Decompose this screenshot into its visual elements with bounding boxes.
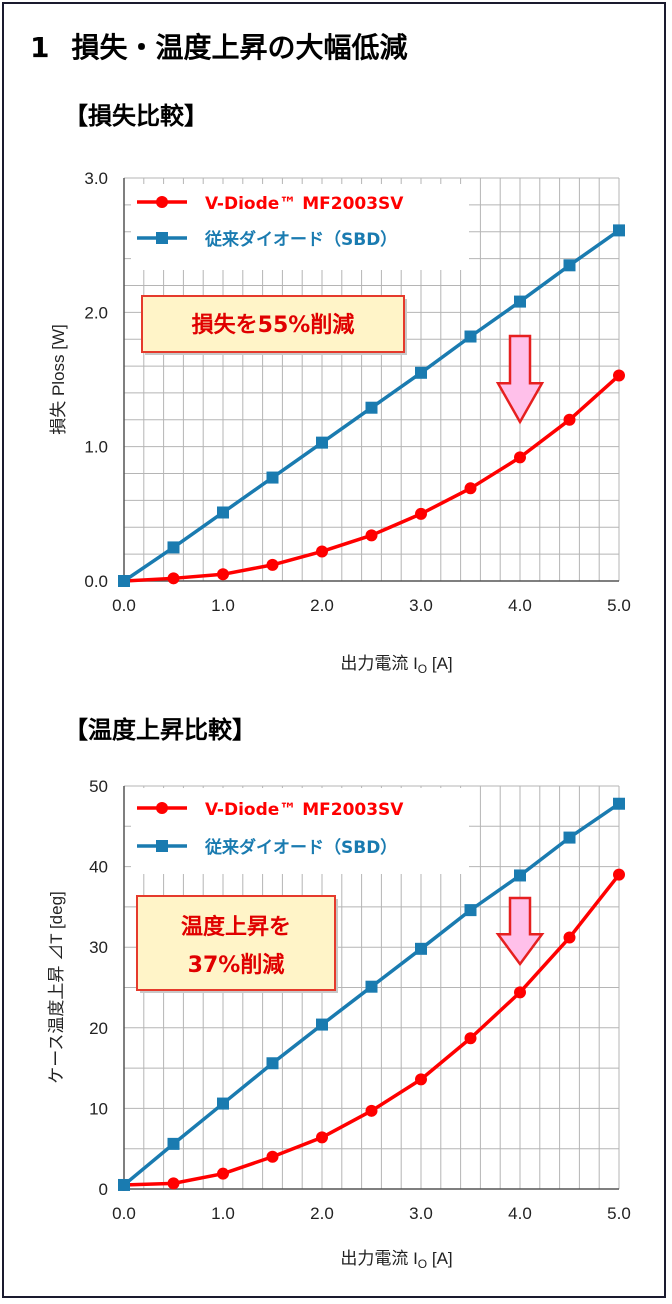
loss-sbd-point bbox=[316, 436, 328, 449]
loss-sbd-point bbox=[563, 259, 576, 272]
temp-x-tick-label: 4.0 bbox=[508, 1204, 532, 1223]
temp-v-diode-point bbox=[464, 1032, 477, 1045]
temp-sbd-point bbox=[217, 1097, 229, 1110]
loss-y-tick-label: 3.0 bbox=[84, 169, 108, 188]
temp-legend-v-diode-label: V-Diode™ MF2003SV bbox=[205, 800, 404, 820]
temp-y-tick-label: 40 bbox=[89, 858, 108, 877]
loss-legend-v-diode-label: V-Diode™ MF2003SV bbox=[205, 194, 404, 214]
temp-v-diode-point bbox=[217, 1167, 229, 1180]
heading-text: 損失・温度上昇の大幅低減 bbox=[71, 31, 408, 64]
loss-v-diode-point bbox=[217, 568, 229, 581]
loss-x-tick-label: 0.0 bbox=[112, 596, 136, 615]
temp-x-tick-label: 3.0 bbox=[409, 1204, 433, 1223]
loss-v-diode-point bbox=[266, 558, 279, 571]
loss-legend-box bbox=[131, 184, 469, 270]
temp-sbd-point bbox=[316, 1018, 328, 1031]
temp-v-diode-point bbox=[167, 1177, 180, 1190]
loss-v-diode-point bbox=[415, 507, 427, 520]
temp-v-diode-point bbox=[613, 868, 625, 881]
temp-y-axis-label: ケース温度上昇 ⊿T [deg] bbox=[47, 891, 66, 1083]
loss-y-tick-label: 2.0 bbox=[84, 303, 108, 322]
temp-legend-sbd-marker bbox=[156, 840, 168, 852]
temp-y-tick-label: 10 bbox=[89, 1099, 108, 1118]
temp-sbd-point bbox=[365, 980, 378, 993]
loss-sbd-point bbox=[167, 541, 180, 554]
loss-sbd-point bbox=[365, 401, 378, 414]
temp-x-axis-label: 出力電流 IO [A] bbox=[340, 1249, 452, 1271]
loss-legend-sbd-label: 従来ダイオード（SBD） bbox=[204, 229, 397, 250]
temp-sbd-point bbox=[613, 797, 625, 810]
loss-sbd-point bbox=[217, 506, 229, 519]
loss-x-tick-label: 2.0 bbox=[310, 596, 334, 615]
loss-x-tick-label: 1.0 bbox=[211, 596, 235, 615]
temp-y-tick-label: 50 bbox=[89, 777, 108, 796]
temp-chart: 0.0 1.0 2.0 3.0 4.0 5.0 0 10 20 30 40 50 出力電流 IO [A]… bbox=[47, 777, 631, 1271]
loss-x-tick-label: 3.0 bbox=[409, 596, 433, 615]
loss-sbd-point bbox=[415, 366, 427, 379]
temp-legend-box bbox=[131, 788, 469, 874]
loss-y-tick-label: 0.0 bbox=[84, 572, 108, 591]
temp-x-tick-label: 5.0 bbox=[607, 1204, 631, 1223]
temp-y-tick-label: 0 bbox=[99, 1180, 108, 1199]
page-title: 1 損失・温度上昇の大幅低減 bbox=[30, 26, 408, 66]
temp-v-diode-point bbox=[266, 1150, 279, 1163]
temp-v-diode-point bbox=[563, 931, 576, 944]
temp-y-tick-label: 30 bbox=[89, 938, 108, 957]
loss-sbd-point bbox=[118, 575, 130, 587]
loss-v-diode-point bbox=[365, 529, 378, 542]
loss-sbd-point bbox=[613, 224, 625, 237]
temp-legend-v-diode-marker bbox=[156, 802, 168, 814]
temp-v-diode-point bbox=[415, 1073, 427, 1086]
loss-x-tick-label: 4.0 bbox=[508, 596, 532, 615]
loss-legend-v-diode-marker bbox=[156, 196, 168, 208]
loss-legend-sbd-marker bbox=[156, 232, 168, 244]
loss-callout-text: 損失を55%削減 bbox=[192, 313, 355, 338]
temp-x-tick-label: 0.0 bbox=[112, 1204, 136, 1223]
loss-x-tick-label: 5.0 bbox=[607, 596, 631, 615]
loss-y-tick-label: 1.0 bbox=[84, 438, 108, 457]
loss-sbd-point bbox=[514, 295, 526, 308]
temp-sbd-point bbox=[563, 831, 576, 844]
loss-y-axis-label: 損失 Ploss [W] bbox=[49, 324, 68, 435]
temp-v-diode-point bbox=[365, 1104, 378, 1117]
temp-sbd-point bbox=[514, 869, 526, 882]
loss-v-diode-point bbox=[613, 369, 625, 382]
loss-v-diode-point bbox=[514, 451, 526, 464]
loss-x-axis-label: 出力電流 IO [A] bbox=[340, 654, 452, 676]
temp-callout-text: 温度上昇を bbox=[181, 914, 291, 940]
temp-v-diode-point bbox=[514, 986, 526, 999]
heading-number: 1 bbox=[30, 31, 50, 64]
temp-callout-box bbox=[136, 895, 336, 991]
loss-v-diode-point bbox=[464, 482, 477, 495]
temp-callout-text: 37%削減 bbox=[188, 953, 285, 978]
temp-sbd-point bbox=[118, 1178, 130, 1191]
loss-v-diode-point bbox=[167, 572, 180, 585]
loss-chart: 0.0 1.0 2.0 3.0 4.0 5.0 0.0 1.0 2.0 3.0 出力電流 IO [A… bbox=[49, 169, 631, 676]
temp-sbd-point bbox=[167, 1137, 180, 1150]
loss-v-diode-point bbox=[316, 545, 328, 558]
temp-v-diode-point bbox=[316, 1131, 328, 1144]
temp-x-tick-label: 2.0 bbox=[310, 1204, 334, 1223]
temp-x-tick-label: 1.0 bbox=[211, 1204, 235, 1223]
loss-callout-box bbox=[141, 295, 405, 353]
loss-section-title: 【損失比較】 bbox=[64, 102, 208, 130]
temp-legend-sbd-label: 従来ダイオード（SBD） bbox=[204, 837, 397, 858]
temp-y-tick-label: 20 bbox=[89, 1019, 108, 1038]
loss-sbd-point bbox=[464, 330, 477, 343]
loss-reduction-arrow-icon bbox=[495, 334, 545, 425]
temp-sbd-point bbox=[464, 904, 477, 917]
temp-sbd-point bbox=[266, 1057, 279, 1070]
loss-sbd-point bbox=[266, 471, 279, 484]
temp-section-title: 【温度上昇比較】 bbox=[64, 716, 256, 744]
temp-sbd-point bbox=[415, 942, 427, 955]
temp-reduction-arrow-icon bbox=[495, 896, 545, 967]
loss-v-diode-point bbox=[563, 413, 576, 426]
